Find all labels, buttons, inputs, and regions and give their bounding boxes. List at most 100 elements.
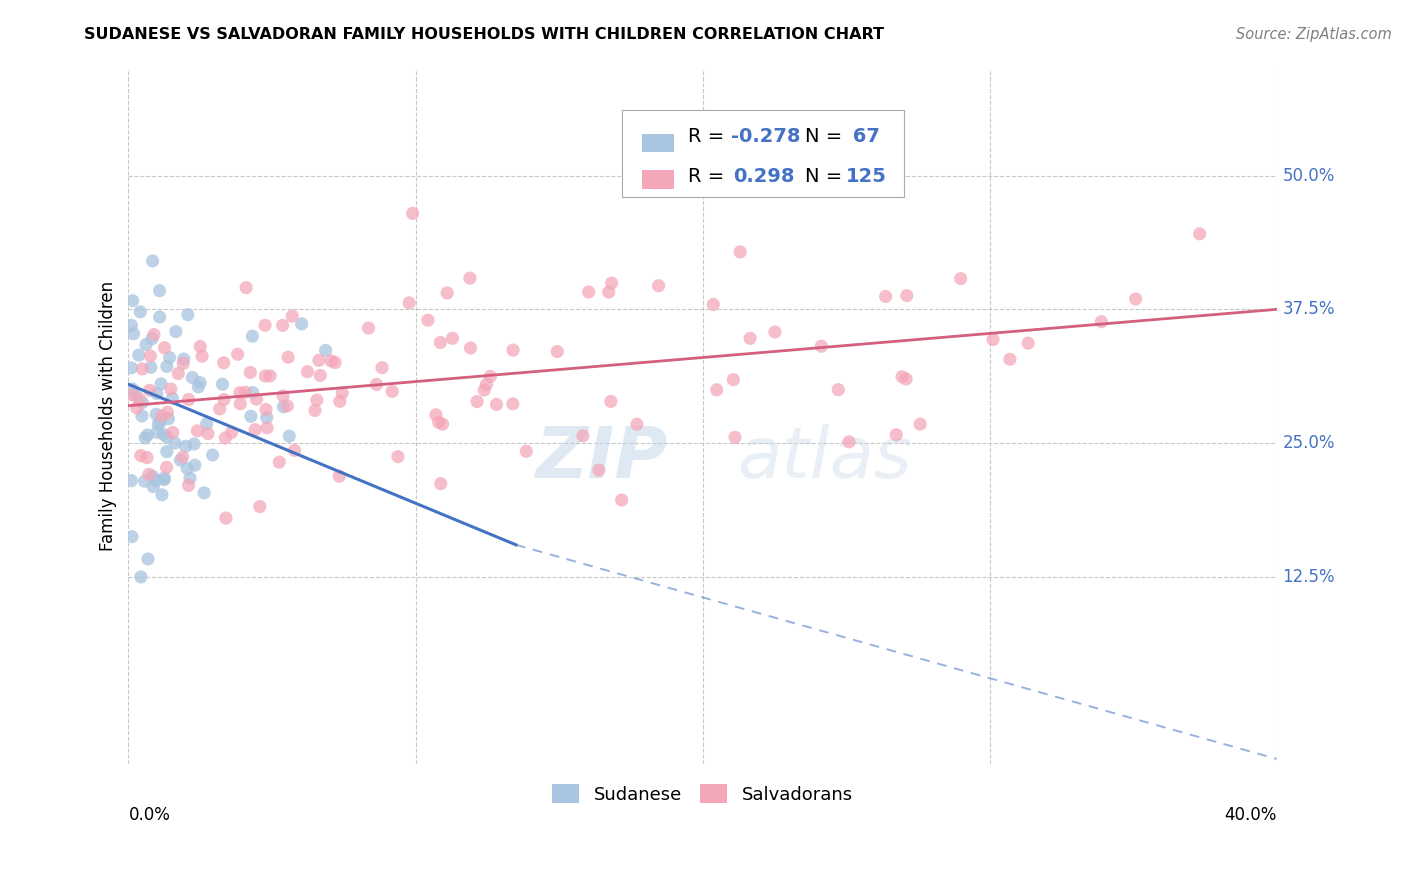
- Point: [152, 427, 174, 442]
- Point: [159, 351, 181, 365]
- Point: [188, 376, 211, 390]
- Text: 40.0%: 40.0%: [1225, 806, 1277, 824]
- Point: [141, 469, 163, 483]
- Point: [875, 289, 897, 303]
- Point: [153, 341, 176, 355]
- Text: -0.278: -0.278: [731, 127, 801, 145]
- Point: [465, 394, 488, 409]
- Point: [838, 434, 860, 449]
- Point: [148, 417, 170, 432]
- Point: [502, 343, 524, 357]
- Point: [184, 458, 207, 472]
- Point: [141, 332, 163, 346]
- Point: [305, 393, 328, 408]
- Point: [174, 439, 197, 453]
- Point: [165, 325, 187, 339]
- Point: [134, 431, 156, 445]
- Point: [981, 333, 1004, 347]
- Point: [458, 271, 481, 285]
- Point: [188, 339, 211, 353]
- Point: [572, 429, 595, 443]
- Point: [239, 366, 262, 380]
- Point: [441, 331, 464, 345]
- Point: [146, 386, 169, 401]
- Point: [131, 395, 153, 409]
- Point: [1125, 292, 1147, 306]
- Point: [187, 380, 209, 394]
- Point: [160, 382, 183, 396]
- Point: [432, 417, 454, 432]
- Point: [177, 478, 200, 492]
- Point: [221, 425, 243, 440]
- Point: [427, 415, 450, 429]
- Point: [229, 385, 252, 400]
- Text: 50.0%: 50.0%: [1282, 167, 1334, 185]
- Point: [810, 339, 832, 353]
- Point: [125, 401, 148, 415]
- Point: [281, 309, 304, 323]
- Point: [120, 360, 142, 375]
- Point: [706, 383, 728, 397]
- Point: [208, 401, 231, 416]
- Point: [156, 430, 179, 444]
- Text: 37.5%: 37.5%: [1282, 301, 1334, 318]
- Point: [120, 318, 142, 333]
- Point: [245, 392, 267, 406]
- Point: [647, 278, 669, 293]
- Point: [138, 467, 160, 482]
- Point: [278, 429, 301, 443]
- Point: [429, 335, 451, 350]
- Point: [896, 288, 918, 302]
- Point: [502, 397, 524, 411]
- Point: [894, 372, 917, 386]
- Point: [1188, 227, 1211, 241]
- Point: [150, 488, 173, 502]
- Point: [131, 362, 153, 376]
- Text: R =: R =: [688, 167, 737, 186]
- Point: [269, 455, 291, 469]
- Point: [167, 367, 190, 381]
- Point: [229, 397, 252, 411]
- Point: [162, 425, 184, 440]
- Point: [254, 368, 277, 383]
- Point: [150, 376, 173, 391]
- Point: [131, 409, 153, 423]
- Point: [256, 410, 278, 425]
- Point: [249, 500, 271, 514]
- Point: [304, 403, 326, 417]
- Point: [1308, 378, 1330, 392]
- Point: [610, 493, 633, 508]
- Point: [173, 351, 195, 366]
- Point: [163, 436, 186, 450]
- Point: [145, 474, 167, 488]
- Point: [181, 370, 204, 384]
- Point: [259, 368, 281, 383]
- Text: atlas: atlas: [737, 424, 911, 492]
- Point: [328, 469, 350, 483]
- Point: [724, 430, 747, 444]
- Point: [146, 425, 169, 440]
- Point: [129, 449, 152, 463]
- Point: [425, 408, 447, 422]
- Point: [998, 352, 1021, 367]
- Point: [309, 368, 332, 383]
- Point: [366, 377, 388, 392]
- Point: [215, 511, 238, 525]
- Point: [283, 443, 305, 458]
- Point: [143, 327, 166, 342]
- Point: [827, 383, 849, 397]
- Point: [121, 530, 143, 544]
- Text: 0.0%: 0.0%: [128, 806, 170, 824]
- Point: [193, 486, 215, 500]
- Text: R =: R =: [688, 127, 730, 145]
- Point: [136, 552, 159, 566]
- Point: [740, 331, 762, 345]
- Point: [271, 389, 294, 403]
- Point: [169, 453, 191, 467]
- Point: [121, 388, 143, 402]
- Point: [598, 285, 620, 299]
- Point: [1090, 315, 1112, 329]
- Text: 12.5%: 12.5%: [1282, 568, 1336, 586]
- Point: [156, 405, 179, 419]
- Point: [239, 409, 262, 424]
